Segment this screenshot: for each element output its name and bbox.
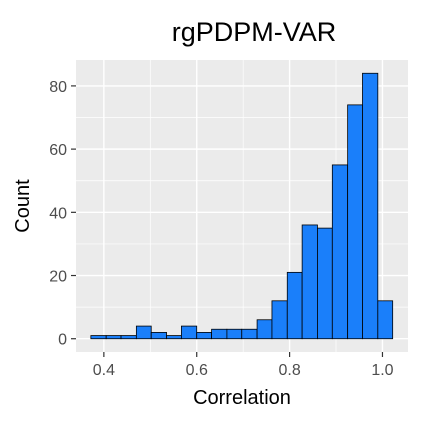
histogram-bar — [211, 328, 228, 340]
y-tick-label: 40 — [49, 205, 67, 222]
x-tick-label: 0.4 — [93, 362, 115, 379]
histogram-bar — [347, 104, 363, 340]
histogram-bar — [166, 335, 182, 340]
histogram-bar — [377, 300, 394, 340]
x-tick-label: 0.6 — [186, 362, 208, 379]
histogram-bar — [226, 328, 243, 340]
chart-title: rgPDPM-VAR — [172, 17, 337, 47]
histogram-bar — [317, 227, 333, 340]
histogram-bar — [181, 325, 198, 340]
y-tick-label: 20 — [49, 269, 67, 286]
histogram-bar — [256, 319, 273, 340]
y-tick-label: 80 — [49, 79, 67, 96]
y-tick-label: 0 — [58, 332, 67, 349]
histogram-bar — [150, 332, 167, 340]
histogram-bars — [90, 72, 394, 340]
y-tick-label: 60 — [49, 142, 67, 159]
histogram-bar — [105, 335, 122, 340]
histogram-bar — [196, 332, 212, 340]
histogram-bar — [331, 164, 349, 340]
histogram-bar — [286, 271, 303, 340]
histogram-bar — [301, 224, 318, 340]
x-axis-title: Correlation — [193, 387, 291, 409]
x-tick-label: 1.0 — [371, 362, 393, 379]
y-axis-title: Count — [12, 179, 34, 233]
histogram-bar — [135, 325, 152, 340]
histogram-bar — [271, 300, 288, 340]
histogram-bar — [90, 335, 107, 340]
x-tick-label: 0.8 — [278, 362, 300, 379]
histogram-bar — [120, 335, 137, 340]
axes: 0.4 0.6 0.8 1.0 0 20 40 60 80 — [49, 79, 393, 379]
histogram-bar — [362, 72, 379, 340]
histogram-bar — [241, 328, 258, 340]
